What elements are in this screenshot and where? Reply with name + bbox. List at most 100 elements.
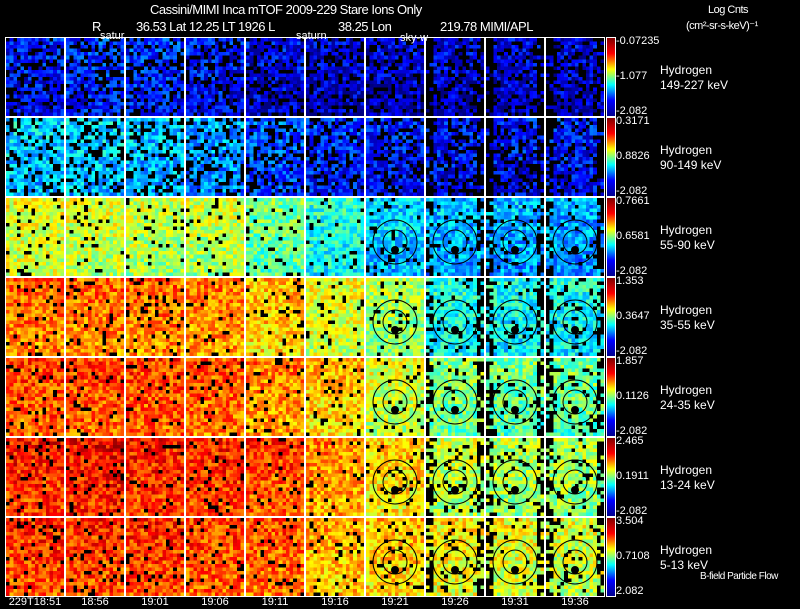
heatmap-cells bbox=[306, 38, 364, 116]
time-tick-label: 18:56 bbox=[81, 596, 109, 608]
heatmap-panel bbox=[485, 517, 545, 597]
contour-overlay bbox=[552, 379, 598, 425]
heatmap-cells bbox=[246, 518, 304, 596]
heatmap-cells bbox=[486, 198, 544, 276]
heatmap-cells bbox=[66, 198, 124, 276]
colorbar-mid-label: 0.7108 bbox=[616, 550, 650, 562]
heatmap-cells bbox=[306, 358, 364, 436]
time-tick-label: 19:36 bbox=[561, 596, 589, 608]
colorbar bbox=[606, 517, 616, 597]
heatmap-panel bbox=[485, 437, 545, 517]
colorbar bbox=[606, 437, 616, 517]
heatmap-panel bbox=[245, 197, 305, 277]
row-label: Hydrogen 24-35 keV bbox=[660, 383, 715, 413]
colorbar-min-label: -2.082 bbox=[616, 265, 648, 277]
heatmap-panel bbox=[185, 437, 245, 517]
energy-label: 149-227 keV bbox=[660, 78, 729, 92]
overlay-label: satur bbox=[100, 30, 125, 42]
heatmap-cells bbox=[186, 518, 244, 596]
overlay-label: sky-w bbox=[400, 32, 429, 44]
heatmap-panel bbox=[545, 37, 605, 117]
row-label: Hydrogen 55-90 keV bbox=[660, 223, 715, 253]
heatmap-panel bbox=[125, 37, 185, 117]
heatmap-panel bbox=[485, 197, 545, 277]
colorbar-max-label: 1.857 bbox=[616, 355, 644, 367]
heatmap-cells bbox=[126, 438, 184, 516]
heatmap-cells bbox=[126, 518, 184, 596]
colorbar-mid-label: 0.1911 bbox=[616, 470, 649, 482]
heatmap-panel bbox=[545, 437, 605, 517]
energy-label: 90-149 keV bbox=[660, 158, 722, 172]
heatmap-cells bbox=[306, 118, 364, 196]
contour-overlay bbox=[552, 219, 598, 265]
contour-overlay bbox=[552, 299, 598, 345]
heatmap-cells bbox=[546, 278, 604, 356]
heatmap-cells bbox=[366, 38, 424, 116]
heatmap-panel bbox=[125, 357, 185, 437]
heatmap-panel bbox=[365, 197, 425, 277]
heatmap-panel bbox=[185, 517, 245, 597]
heatmap-panel bbox=[5, 277, 65, 357]
heatmap-panel bbox=[5, 517, 65, 597]
heatmap-cells bbox=[366, 198, 424, 276]
species-label: Hydrogen bbox=[660, 223, 713, 237]
heatmap-panel bbox=[5, 37, 65, 117]
heatmap-panel bbox=[485, 357, 545, 437]
energy-label: 35-55 keV bbox=[660, 318, 715, 332]
heatmap-cells bbox=[186, 438, 244, 516]
heatmap-panel bbox=[65, 517, 125, 597]
heatmap-panel bbox=[5, 117, 65, 197]
heatmap-panel bbox=[305, 197, 365, 277]
heatmap-cells bbox=[546, 438, 604, 516]
time-tick-label: 19:26 bbox=[441, 596, 469, 608]
heatmap-cells bbox=[66, 438, 124, 516]
heatmap-panel bbox=[545, 277, 605, 357]
heatmap-panel bbox=[425, 357, 485, 437]
heatmap-cells bbox=[366, 438, 424, 516]
species-label: Hydrogen bbox=[660, 143, 713, 157]
heatmap-cells bbox=[6, 198, 64, 276]
heatmap-panel bbox=[245, 277, 305, 357]
heatmap-cells bbox=[126, 198, 184, 276]
heatmap-panel bbox=[65, 37, 125, 117]
heatmap-cells bbox=[186, 38, 244, 116]
heatmap-panel bbox=[365, 37, 425, 117]
heatmap-panel bbox=[125, 517, 185, 597]
energy-label: 55-90 keV bbox=[660, 238, 715, 252]
heatmap-cells bbox=[66, 118, 124, 196]
contour-overlay bbox=[492, 379, 538, 425]
colorbar-mid-label: 0.3647 bbox=[616, 310, 650, 322]
heatmap-panel bbox=[185, 37, 245, 117]
colorbar-max-label: 2.465 bbox=[616, 435, 644, 447]
row-label: Hydrogen 90-149 keV bbox=[660, 143, 721, 173]
heatmap-cells bbox=[6, 438, 64, 516]
heatmap-cells bbox=[426, 518, 484, 596]
heatmap-cells bbox=[186, 198, 244, 276]
heatmap-cells bbox=[366, 518, 424, 596]
colorbar-mid-label: 0.6581 bbox=[616, 230, 650, 242]
heatmap-panel bbox=[185, 357, 245, 437]
heatmap-panel bbox=[425, 437, 485, 517]
colorbar-max-label: 0.3171 bbox=[616, 115, 650, 127]
heatmap-cells bbox=[486, 438, 544, 516]
heatmap-panel bbox=[185, 117, 245, 197]
heatmap-panel bbox=[125, 277, 185, 357]
contour-overlay bbox=[372, 539, 418, 585]
heatmap-cells bbox=[126, 118, 184, 196]
heatmap-panel bbox=[65, 437, 125, 517]
colorbar-max-label: 1.353 bbox=[616, 275, 644, 287]
species-label: Hydrogen bbox=[660, 303, 713, 317]
heatmap-cells bbox=[486, 358, 544, 436]
contour-overlay bbox=[432, 459, 478, 505]
contour-overlay bbox=[432, 219, 478, 265]
contour-overlay bbox=[372, 219, 418, 265]
heatmap-cells bbox=[126, 278, 184, 356]
heatmap-cells bbox=[126, 358, 184, 436]
heatmap-cells bbox=[186, 278, 244, 356]
row-label: Hydrogen 149-227 keV bbox=[660, 63, 728, 93]
colorbar-mid-label: -1.077 bbox=[616, 70, 648, 82]
heatmap-cells bbox=[66, 38, 124, 116]
heatmap-panel bbox=[65, 197, 125, 277]
contour-overlay bbox=[372, 299, 418, 345]
heatmap-panel bbox=[125, 437, 185, 517]
